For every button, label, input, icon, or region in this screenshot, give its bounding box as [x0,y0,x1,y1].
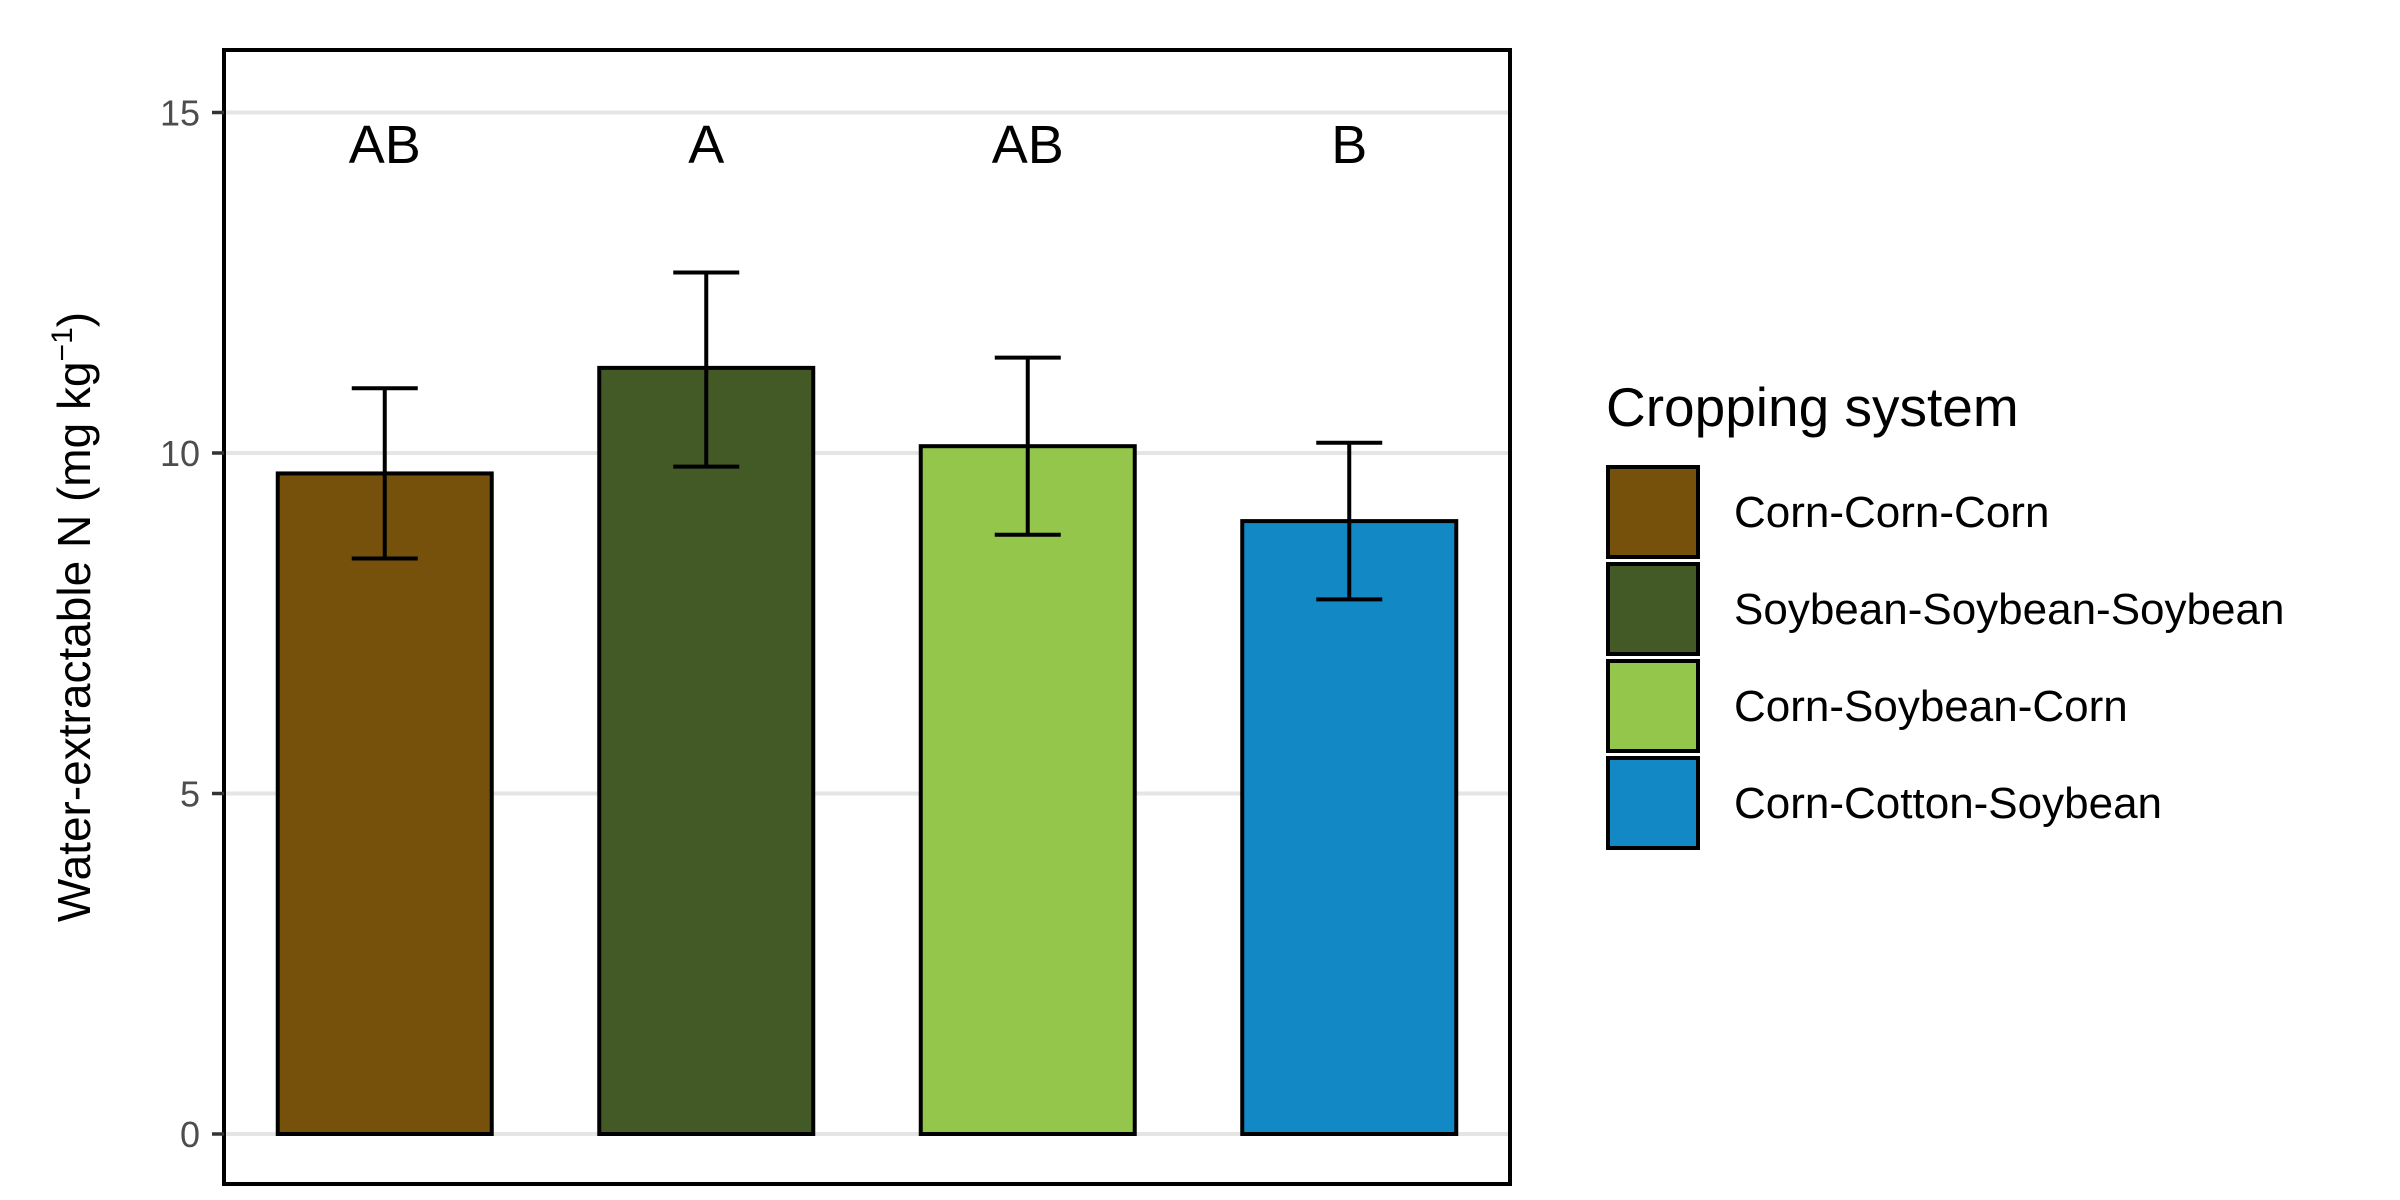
error-bar [351,386,418,561]
legend: Cropping system Corn-Corn-Corn Soybean-So… [1606,376,2284,850]
significance-labels: AB A AB B [349,115,1368,175]
y-axis-ticks: 0 5 10 15 [160,93,224,1155]
error-bar [673,270,740,469]
legend-label: Corn-Corn-Corn [1734,488,2049,537]
legend-key [1606,562,1700,656]
error-bars [351,270,1383,602]
legend-key [1606,756,1700,850]
significance-letter: AB [992,115,1064,175]
y-axis-title-superscript: −1 [46,327,79,361]
y-tick-label: 5 [180,774,200,815]
plot-panel-border [222,48,1512,1186]
bar [597,365,816,1136]
legend-label: Corn-Cotton-Soybean [1734,779,2162,828]
y-tick-label: 15 [160,93,200,134]
error-bar [994,355,1061,537]
significance-letter: AB [349,115,421,175]
error-bar [1316,440,1383,602]
bar [275,471,494,1136]
bars [275,365,1459,1136]
significance-letter: A [688,115,724,175]
legend-key [1606,465,1700,559]
bar [918,444,1137,1136]
y-tick-label: 0 [180,1114,200,1155]
y-axis-title-close: ) [48,312,100,327]
legend-label: Corn-Soybean-Corn [1734,682,2128,731]
y-axis-title-main: Water-extractable N (mg kg [48,361,100,922]
y-tick-label: 10 [160,433,200,474]
legend-label: Soybean-Soybean-Soybean [1734,585,2284,634]
y-axis-title: Water-extractable N (mg kg−1) [46,312,100,922]
bar [1240,519,1459,1136]
legend-title: Cropping system [1606,376,2019,438]
legend-key [1606,659,1700,753]
significance-letter: B [1331,115,1367,175]
